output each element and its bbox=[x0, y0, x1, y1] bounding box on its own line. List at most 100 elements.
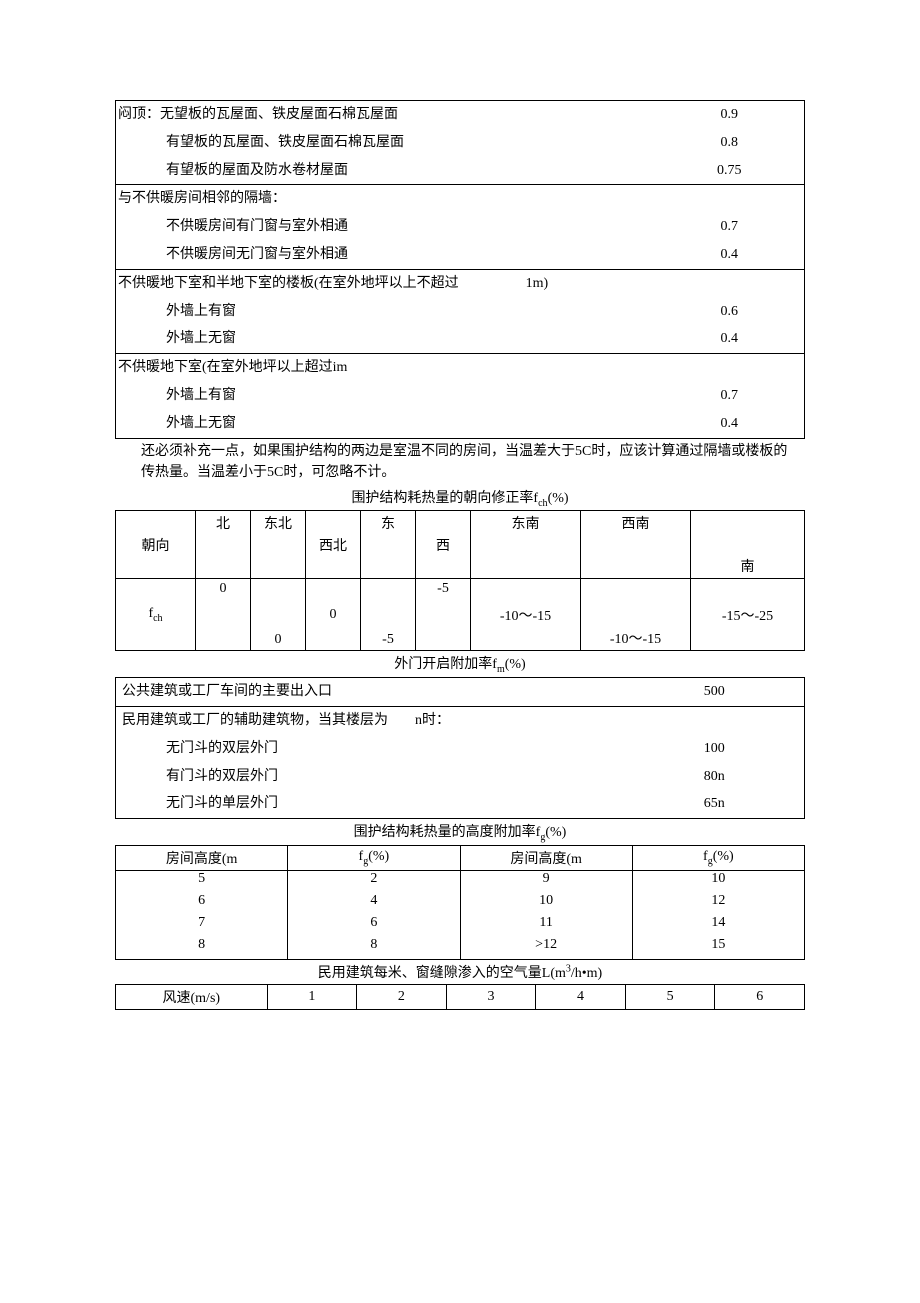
row-value: 0.4 bbox=[655, 325, 805, 353]
val-south: -15～-25 bbox=[691, 579, 805, 651]
hdr-4: 4 bbox=[536, 984, 626, 1009]
table4-caption: 围护结构耗热量的高度附加率fg(%) bbox=[115, 819, 805, 845]
row-label: 不供暖地下室(在室外地坪以上超过im bbox=[116, 354, 655, 382]
fg-post: (%) bbox=[368, 849, 389, 864]
val-west: -5 bbox=[416, 579, 471, 651]
cell: 9 bbox=[461, 871, 632, 893]
val-east: -5 bbox=[361, 579, 416, 651]
cell: 2 bbox=[288, 871, 459, 893]
cell: 8 bbox=[288, 937, 459, 959]
hdr-5: 5 bbox=[625, 984, 715, 1009]
hdr-west: 西 bbox=[416, 511, 471, 579]
row-value: 0.75 bbox=[655, 157, 805, 185]
row-value: 80n bbox=[625, 763, 805, 791]
caption-pre: 围护结构耗热量的朝向修正率f bbox=[351, 491, 538, 506]
hdr-direction: 朝向 bbox=[116, 511, 196, 579]
val-ne: 0 bbox=[251, 579, 306, 651]
height-table: 房间高度(m fg(%) 房间高度(m fg(%) 5 6 7 8 2 4 6 … bbox=[115, 845, 805, 960]
cell: 12 bbox=[633, 893, 804, 915]
fch-sub: ch bbox=[153, 613, 162, 624]
row-label-fch: fch bbox=[116, 579, 196, 651]
caption-post: (%) bbox=[548, 491, 569, 506]
label-text-a: 民用建筑或工厂的辅助建筑物，当其楼层为 bbox=[122, 713, 388, 728]
row-label: 不供暖房间有门窗与室外相通 bbox=[116, 213, 655, 241]
row-label: 公共建筑或工厂车间的主要出入口 bbox=[116, 678, 625, 707]
hdr-3: 3 bbox=[446, 984, 536, 1009]
hdr-windspeed: 风速(m/s) bbox=[116, 984, 268, 1009]
hdr-fg-a: fg(%) bbox=[288, 845, 460, 870]
caption-pre: 围护结构耗热量的高度附加率f bbox=[354, 825, 541, 840]
hdr-1: 1 bbox=[267, 984, 357, 1009]
hdr-sw: 西南 bbox=[581, 511, 691, 579]
cell: 14 bbox=[633, 915, 804, 937]
cell: 15 bbox=[633, 937, 804, 959]
row-value: 0.4 bbox=[655, 241, 805, 269]
row-value: 0.7 bbox=[655, 213, 805, 241]
row-label: 民用建筑或工厂的辅助建筑物，当其楼层为 n时： bbox=[116, 706, 625, 734]
label-text-b: n时： bbox=[415, 713, 450, 728]
height-col-a: 5 6 7 8 bbox=[116, 870, 288, 959]
cell: 5 bbox=[116, 871, 287, 893]
hdr-height-b: 房间高度(m bbox=[460, 845, 632, 870]
row-label: 外墙上无窗 bbox=[116, 410, 655, 438]
label-text-a: 不供暖地下室和半地下室的楼板(在室外地坪以上不超过 bbox=[118, 276, 459, 291]
hdr-6: 6 bbox=[715, 984, 805, 1009]
val-nw: 0 bbox=[306, 579, 361, 651]
fg-col-a: 2 4 6 8 bbox=[288, 870, 460, 959]
row-label: 无门斗的单层外门 bbox=[116, 790, 625, 818]
hdr-2: 2 bbox=[357, 984, 447, 1009]
coefficient-table: 闷顶：无望板的瓦屋面、铁皮屋面石棉瓦屋面 0.9 有望板的瓦屋面、铁皮屋面石棉瓦… bbox=[115, 100, 805, 439]
val-north: 0 bbox=[196, 579, 251, 651]
row-value: 0.8 bbox=[655, 129, 805, 157]
row-label: 不供暖房间无门窗与室外相通 bbox=[116, 241, 655, 269]
val-se: -10～-15 bbox=[471, 579, 581, 651]
caption-sub: m bbox=[497, 664, 505, 675]
hdr-height-a: 房间高度(m bbox=[116, 845, 288, 870]
fg-col-b: 10 12 14 15 bbox=[632, 870, 804, 959]
caption-pre: 民用建筑每米、窗缝隙渗入的空气量L(m bbox=[318, 966, 566, 981]
hdr-fg-b: fg(%) bbox=[632, 845, 804, 870]
table3-caption: 外门开启附加率fm(%) bbox=[115, 651, 805, 677]
hdr-ne: 东北 bbox=[251, 511, 306, 579]
row-value: 0.6 bbox=[655, 298, 805, 326]
cell: 11 bbox=[461, 915, 632, 937]
val-sw: -10～-15 bbox=[581, 579, 691, 651]
cell: 10 bbox=[461, 893, 632, 915]
caption-post: (%) bbox=[545, 825, 566, 840]
hdr-south: 南 bbox=[691, 511, 805, 579]
row-value: 65n bbox=[625, 790, 805, 818]
cell: >12 bbox=[461, 937, 632, 959]
row-label: 无门斗的双层外门 bbox=[116, 735, 625, 763]
row-label: 有门斗的双层外门 bbox=[116, 763, 625, 791]
hdr-nw: 西北 bbox=[306, 511, 361, 579]
label-text-b: 1m) bbox=[526, 276, 549, 291]
row-value bbox=[655, 354, 805, 382]
caption-post: (%) bbox=[505, 657, 526, 672]
row-label: 外墙上有窗 bbox=[116, 298, 655, 326]
row-value: 500 bbox=[625, 678, 805, 707]
row-value: 100 bbox=[625, 735, 805, 763]
fg-post: (%) bbox=[713, 849, 734, 864]
paragraph-note: 还必须补充一点，如果围护结构的两边是室温不同的房间，当温差大于5C时，应该计算通… bbox=[115, 439, 805, 485]
row-value bbox=[655, 185, 805, 213]
caption-mid: /h•m) bbox=[571, 966, 602, 981]
caption-pre: 外门开启附加率f bbox=[394, 657, 497, 672]
cell: 4 bbox=[288, 893, 459, 915]
table5-caption: 民用建筑每米、窗缝隙渗入的空气量L(m3/h•m) bbox=[115, 960, 805, 984]
row-label: 外墙上有窗 bbox=[116, 382, 655, 410]
door-table: 公共建筑或工厂车间的主要出入口 500 民用建筑或工厂的辅助建筑物，当其楼层为 … bbox=[115, 677, 805, 819]
row-value: 0.9 bbox=[655, 101, 805, 129]
row-label: 有望板的瓦屋面、铁皮屋面石棉瓦屋面 bbox=[116, 129, 655, 157]
wind-table: 风速(m/s) 1 2 3 4 5 6 bbox=[115, 984, 805, 1010]
row-label: 外墙上无窗 bbox=[116, 325, 655, 353]
hdr-east: 东 bbox=[361, 511, 416, 579]
hdr-se: 东南 bbox=[471, 511, 581, 579]
row-label: 有望板的屋面及防水卷材屋面 bbox=[116, 157, 655, 185]
row-value: 0.7 bbox=[655, 382, 805, 410]
cell: 10 bbox=[633, 871, 804, 893]
row-label: 闷顶：无望板的瓦屋面、铁皮屋面石棉瓦屋面 bbox=[116, 101, 655, 129]
table2-caption: 围护结构耗热量的朝向修正率fch(%) bbox=[115, 485, 805, 511]
height-col-b: 9 10 11 >12 bbox=[460, 870, 632, 959]
cell: 6 bbox=[288, 915, 459, 937]
orientation-table: 朝向 北 东北 西北 东 西 东南 西南 南 fch 0 0 0 -5 -5 -… bbox=[115, 510, 805, 651]
